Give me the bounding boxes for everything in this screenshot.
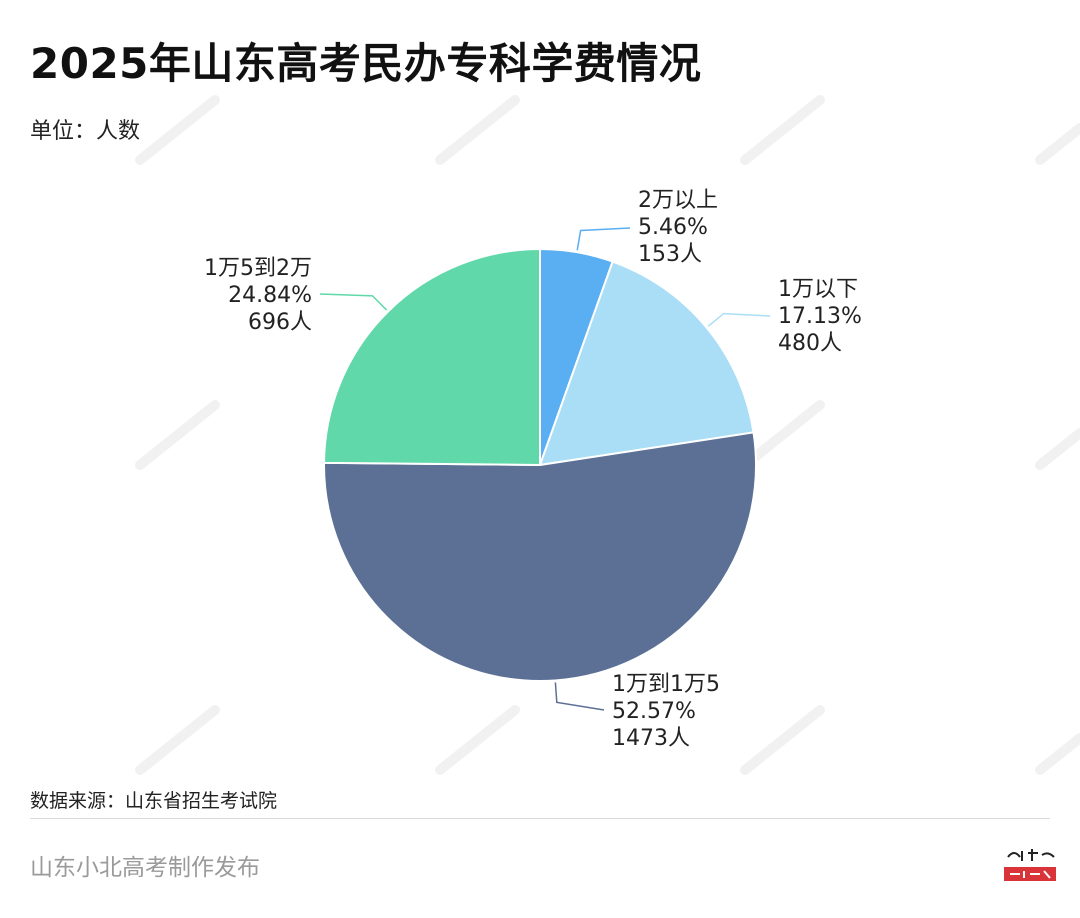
credit-text: 山东小北高考制作发布 <box>30 855 260 881</box>
slice-name: 2万以上 <box>638 188 718 213</box>
slice-name: 1万到1万5 <box>612 672 720 697</box>
slice-name: 1万5到2万 <box>204 256 312 281</box>
data-source: 数据来源：山东省招生考试院 <box>30 790 278 812</box>
chart-title: 2025年山东高考民办专科学费情况 <box>30 39 702 88</box>
leader-line-2 <box>707 312 771 327</box>
leader-line-3 <box>554 682 605 711</box>
brand-logo-icon <box>1004 849 1056 881</box>
slice-count: 696人 <box>248 310 312 335</box>
slice-label-1: 2万以上 5.46% 153人 <box>638 188 718 267</box>
slice-name: 1万以下 <box>778 277 858 302</box>
slice-count: 480人 <box>778 331 842 356</box>
slice-label-4: 1万5到2万 24.84% 696人 <box>204 256 312 335</box>
footer-divider <box>30 818 1050 819</box>
pie-slice-4 <box>323 247 541 467</box>
slice-percent: 24.84% <box>228 283 312 308</box>
slice-count: 1473人 <box>612 726 690 751</box>
slice-count: 153人 <box>638 242 702 267</box>
pie-slice-3 <box>323 431 757 682</box>
slice-percent: 5.46% <box>638 215 708 240</box>
leader-line-1 <box>576 227 631 251</box>
leader-line-4 <box>319 293 388 311</box>
unit-label: 单位：人数 <box>30 119 141 144</box>
leader-lines <box>319 227 771 711</box>
slice-percent: 52.57% <box>612 699 696 724</box>
slice-label-2: 1万以下 17.13% 480人 <box>778 277 862 356</box>
pie-slice-2 <box>538 260 755 467</box>
pie-slices <box>323 247 757 682</box>
slice-percent: 17.13% <box>778 304 862 329</box>
slice-label-3: 1万到1万5 52.57% 1473人 <box>612 672 720 751</box>
